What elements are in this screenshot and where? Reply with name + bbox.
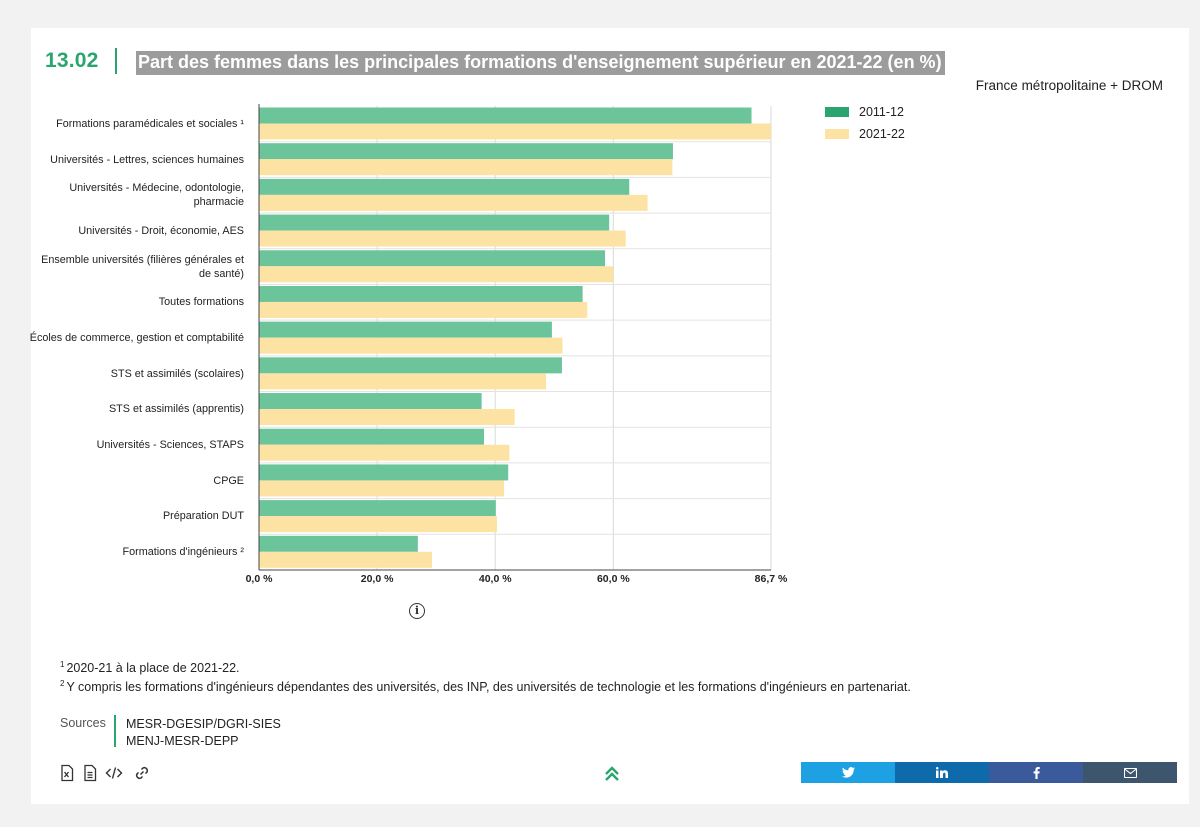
sources-list: MESR-DGESIP/DGRI-SIES MENJ-MESR-DEPP bbox=[126, 716, 281, 750]
legend-item-2021-22: 2021-22 bbox=[825, 124, 905, 144]
document-icon[interactable] bbox=[81, 764, 99, 782]
category-label: Préparation DUT bbox=[162, 510, 244, 523]
x-tick-label: 86,7 % bbox=[755, 573, 788, 585]
source-item: MESR-DGESIP/DGRI-SIES bbox=[126, 717, 281, 731]
code-embed-icon[interactable] bbox=[105, 764, 123, 782]
facebook-icon bbox=[1033, 766, 1040, 779]
scroll-top-icon[interactable] bbox=[602, 764, 622, 784]
category-label: Toutes formations bbox=[158, 296, 244, 309]
bar-2021-22 bbox=[259, 516, 497, 533]
legend-item-2011-12: 2011-12 bbox=[825, 102, 905, 122]
bar-2021-22 bbox=[259, 159, 673, 176]
bar-2021-22 bbox=[259, 373, 547, 390]
footnote-text: Y compris les formations d'ingénieurs dé… bbox=[66, 680, 911, 694]
bar-2021-22 bbox=[259, 123, 771, 140]
email-share-button[interactable] bbox=[1083, 762, 1177, 783]
bar-2021-22 bbox=[259, 551, 433, 568]
twitter-share-button[interactable] bbox=[801, 762, 895, 783]
bar-2021-22 bbox=[259, 194, 648, 211]
category-label: Ensemble universités (filières générales… bbox=[41, 253, 244, 280]
bar-2021-22 bbox=[259, 230, 626, 247]
footnote-mark: 1 bbox=[60, 660, 65, 669]
bar-2011-12 bbox=[259, 535, 418, 552]
figure-title: Part des femmes dans les principales for… bbox=[136, 51, 945, 75]
bar-2011-12 bbox=[259, 143, 673, 160]
category-label: Universités - Sciences, STAPS bbox=[96, 439, 244, 452]
category-label: STS et assimilés (scolaires) bbox=[110, 367, 244, 380]
legend-swatch-2011-12 bbox=[825, 107, 849, 117]
x-tick-label: 0,0 % bbox=[246, 573, 274, 585]
x-tick-label: 20,0 % bbox=[361, 573, 394, 585]
bar-2011-12 bbox=[259, 357, 562, 374]
bar-2021-22 bbox=[259, 444, 510, 461]
category-label: Universités - Médecine, odontologie, pha… bbox=[69, 182, 244, 209]
footnote-mark: 2 bbox=[60, 679, 65, 688]
bar-2021-22 bbox=[259, 409, 515, 426]
chart-legend: 2011-12 2021-22 bbox=[825, 102, 905, 146]
bar-2021-22 bbox=[259, 266, 614, 283]
footnote-1: 1 2020-21 à la place de 2021-22. bbox=[60, 660, 240, 675]
link-icon[interactable] bbox=[133, 764, 151, 782]
facebook-share-button[interactable] bbox=[989, 762, 1083, 783]
category-label: STS et assimilés (apprentis) bbox=[108, 403, 244, 416]
sources-label: Sources bbox=[60, 716, 106, 730]
bar-2021-22 bbox=[259, 480, 505, 497]
category-label: Formations d'ingénieurs ² bbox=[122, 546, 244, 559]
figure-number: 13.02 bbox=[45, 49, 99, 72]
category-label: Universités - Lettres, sciences humaines bbox=[50, 153, 244, 166]
bar-2011-12 bbox=[259, 107, 752, 124]
bar-2011-12 bbox=[259, 464, 509, 481]
legend-label-2021-22: 2021-22 bbox=[859, 127, 905, 141]
geographic-scope: France métropolitaine + DROM bbox=[975, 78, 1163, 93]
category-label: Écoles de commerce, gestion et comptabil… bbox=[29, 332, 244, 344]
bar-2011-12 bbox=[259, 428, 484, 445]
bar-chart: 0,0 % 20,0 % 40,0 % 60,0 % 86,7 % bbox=[246, 104, 788, 585]
linkedin-icon bbox=[936, 767, 948, 778]
source-item: MENJ-MESR-DEPP bbox=[126, 734, 239, 748]
bar-2011-12 bbox=[259, 285, 583, 302]
bar-2011-12 bbox=[259, 393, 482, 410]
linkedin-share-button[interactable] bbox=[895, 762, 989, 783]
bar-2021-22 bbox=[259, 301, 588, 318]
twitter-icon bbox=[841, 767, 855, 778]
category-label: Universités - Droit, économie, AES bbox=[78, 224, 244, 237]
x-tick-label: 40,0 % bbox=[479, 573, 512, 585]
info-icon[interactable]: i bbox=[409, 603, 425, 619]
category-label: CPGE bbox=[213, 474, 244, 487]
footnote-text: 2020-21 à la place de 2021-22. bbox=[66, 661, 240, 675]
x-tick-label: 60,0 % bbox=[597, 573, 630, 585]
bar-2011-12 bbox=[259, 178, 630, 195]
legend-label-2011-12: 2011-12 bbox=[859, 105, 904, 119]
legend-swatch-2021-22 bbox=[825, 129, 849, 139]
bar-2011-12 bbox=[259, 250, 606, 267]
bar-2011-12 bbox=[259, 321, 552, 338]
sources-separator bbox=[114, 715, 116, 747]
bar-2011-12 bbox=[259, 500, 496, 517]
bar-2021-22 bbox=[259, 337, 563, 354]
category-label: Formations paramédicales et sociales ¹ bbox=[56, 117, 244, 130]
share-bar bbox=[801, 762, 1177, 783]
excel-file-icon[interactable] bbox=[58, 764, 76, 782]
title-separator bbox=[115, 48, 117, 74]
bar-2011-12 bbox=[259, 214, 610, 231]
email-icon bbox=[1123, 767, 1137, 778]
